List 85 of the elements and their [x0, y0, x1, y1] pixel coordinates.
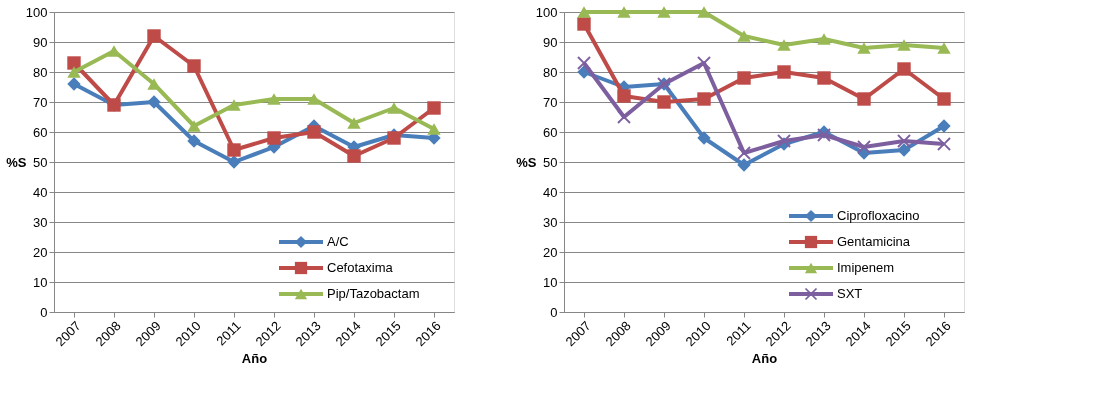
point: [617, 89, 631, 103]
y-tick-label: 30: [33, 214, 48, 230]
y-tick-label: 10: [543, 274, 558, 290]
x-axis-title: Año: [241, 351, 268, 367]
point: [817, 33, 831, 45]
y-tick-label: 90: [33, 34, 48, 50]
y-tick-label: 50: [543, 154, 558, 170]
point: [67, 66, 81, 78]
point: [697, 6, 711, 18]
y-tick-label: 30: [543, 214, 558, 230]
y-tick-label: 0: [550, 304, 558, 320]
point: [737, 158, 751, 172]
point: [777, 39, 791, 51]
point: [67, 77, 81, 91]
point: [817, 71, 831, 85]
point: [737, 30, 751, 42]
legend-label: A/C: [327, 234, 349, 249]
point: [657, 6, 671, 18]
y-tick-label: 40: [543, 184, 558, 200]
legend-label: Pip/Tazobactam: [327, 286, 420, 301]
legend-label: Cefotaxima: [327, 260, 394, 275]
point: [777, 65, 791, 79]
point: [427, 123, 441, 135]
y-tick-label: 20: [543, 244, 558, 260]
point: [267, 93, 281, 105]
point: [227, 99, 241, 111]
y-tick-label: 60: [543, 124, 558, 140]
point: [347, 149, 361, 163]
y-tick-label: 0: [40, 304, 48, 320]
y-tick-label: 80: [543, 64, 558, 80]
point: [617, 6, 631, 18]
point: [937, 137, 951, 151]
point: [897, 62, 911, 76]
legend-label: Imipenem: [837, 260, 895, 275]
point: [697, 92, 711, 106]
point: [147, 29, 161, 43]
point: [147, 95, 161, 109]
point: [697, 131, 711, 145]
y-tick-label: 80: [33, 64, 48, 80]
legend-label: SXT: [837, 286, 863, 301]
point: [577, 17, 591, 31]
point: [897, 134, 911, 148]
point: [857, 92, 871, 106]
y-axis-title: %S: [6, 154, 27, 170]
y-tick-label: 60: [33, 124, 48, 140]
y-tick-label: 50: [33, 154, 48, 170]
point: [307, 125, 321, 139]
point: [307, 93, 321, 105]
y-tick-label: 90: [543, 34, 558, 50]
point: [617, 110, 631, 124]
point: [577, 56, 591, 70]
x-axis-title: Año: [751, 351, 778, 367]
point: [937, 119, 951, 133]
point: [347, 117, 361, 129]
legend-label: Ciprofloxacino: [837, 208, 920, 223]
point: [857, 42, 871, 54]
point: [227, 143, 241, 157]
y-tick-label: 70: [33, 94, 48, 110]
point: [897, 143, 911, 157]
point: [267, 131, 281, 145]
point: [187, 120, 201, 132]
point: [427, 101, 441, 115]
point: [107, 45, 121, 57]
point: [187, 134, 201, 148]
point: [937, 42, 951, 54]
point: [187, 59, 201, 73]
point: [737, 146, 751, 160]
point: [897, 39, 911, 51]
point: [577, 6, 591, 18]
point: [227, 155, 241, 169]
y-tick-label: 10: [33, 274, 48, 290]
y-tick-label: 20: [33, 244, 48, 260]
y-axis-title: %S: [516, 154, 537, 170]
point: [697, 56, 711, 70]
legend-label: Gentamicina: [837, 234, 911, 249]
point: [937, 92, 951, 106]
y-tick-label: 70: [543, 94, 558, 110]
y-tick-label: 40: [33, 184, 48, 200]
y-tick-label: 100: [25, 4, 48, 20]
point: [147, 78, 161, 90]
point: [657, 95, 671, 109]
point: [737, 71, 751, 85]
y-tick-label: 100: [535, 4, 558, 20]
point: [857, 140, 871, 154]
point: [387, 102, 401, 114]
